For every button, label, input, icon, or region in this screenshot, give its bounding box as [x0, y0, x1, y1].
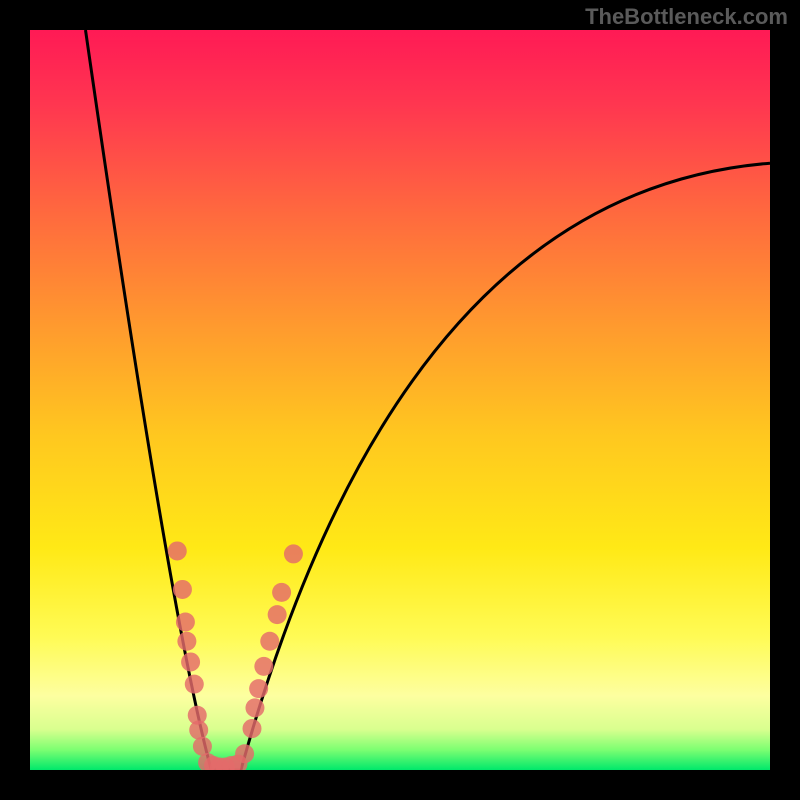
scatter-point [243, 719, 262, 738]
scatter-point [249, 679, 268, 698]
scatter-point [268, 605, 287, 624]
scatter-point [189, 721, 208, 740]
scatter-point [181, 652, 200, 671]
scatter-point [193, 737, 212, 756]
scatter-point [176, 613, 195, 632]
scatter-point [185, 675, 204, 694]
chart-frame: TheBottleneck.com [0, 0, 800, 800]
scatter-point [235, 744, 254, 763]
scatter-point [272, 583, 291, 602]
scatter-point [245, 698, 264, 717]
scatter-point [260, 632, 279, 651]
scatter-point [173, 580, 192, 599]
scatter-point [254, 657, 273, 676]
watermark-text: TheBottleneck.com [585, 4, 788, 30]
scatter-point [168, 541, 187, 560]
scatter-point [177, 632, 196, 651]
scatter-point [284, 544, 303, 563]
chart-canvas [0, 0, 800, 800]
